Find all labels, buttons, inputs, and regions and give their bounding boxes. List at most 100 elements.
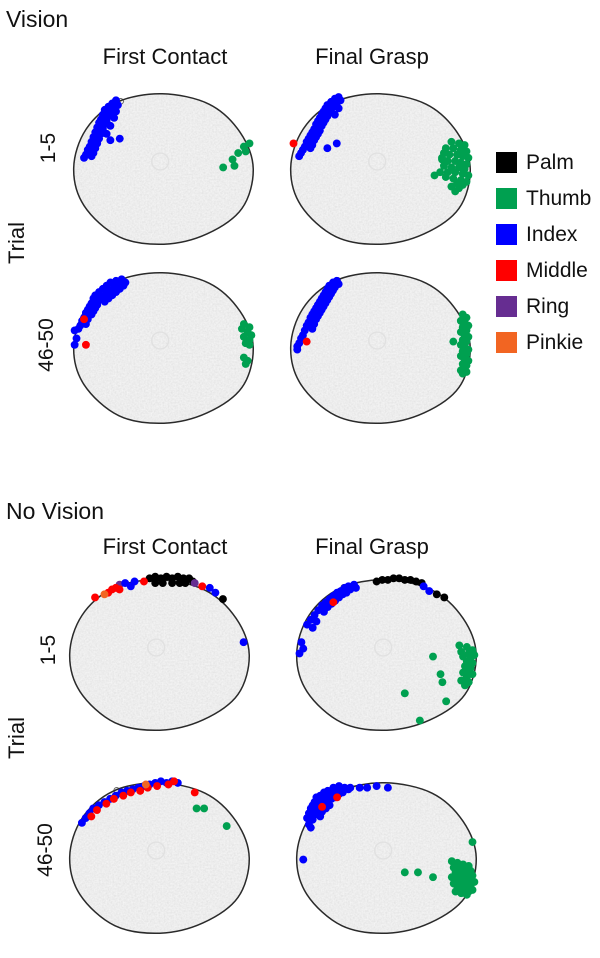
ring-color-swatch bbox=[496, 296, 517, 317]
contact-dots bbox=[293, 276, 473, 378]
contact-dot-thumb bbox=[245, 340, 254, 349]
contact-dot-pinkie bbox=[100, 590, 109, 599]
contact-dot-thumb bbox=[241, 360, 250, 368]
contact-dot-ring bbox=[190, 579, 199, 588]
contact-dot-palm bbox=[151, 579, 160, 588]
legend-label-index: Index bbox=[526, 223, 578, 246]
contact-dot-index bbox=[102, 129, 111, 138]
contact-dot-thumb bbox=[222, 822, 231, 830]
contact-dot-thumb bbox=[415, 716, 424, 725]
contact-dot-index bbox=[299, 855, 308, 864]
contact-dot-thumb bbox=[468, 886, 477, 894]
legend-label-thumb: Thumb bbox=[526, 187, 592, 210]
legend-item-pinkie: Pinkie bbox=[496, 332, 591, 353]
contact-dot-thumb bbox=[451, 187, 460, 196]
pinkie-color-swatch bbox=[496, 332, 517, 353]
contact-dot-index bbox=[115, 134, 124, 143]
disc-image bbox=[72, 93, 254, 246]
panel-vision-46-50-first-contact bbox=[69, 263, 257, 433]
legend: Palm Thumb Index Middle Ring Pinkie bbox=[496, 152, 591, 353]
contact-dot-index bbox=[293, 345, 302, 354]
contact-dot-index bbox=[72, 334, 81, 343]
contact-dots bbox=[299, 782, 479, 899]
contact-dot-thumb bbox=[462, 368, 471, 376]
contact-dot-index bbox=[372, 782, 381, 791]
legend-item-index: Index bbox=[496, 224, 591, 245]
contact-dot-index bbox=[110, 113, 119, 122]
contact-dot-index bbox=[70, 326, 79, 335]
contact-dot-thumb bbox=[400, 689, 409, 698]
contact-dot-index bbox=[306, 823, 315, 832]
contact-dot-index bbox=[320, 607, 328, 616]
contact-dot-thumb bbox=[451, 887, 460, 896]
disc-image bbox=[289, 272, 473, 425]
contact-dot-index bbox=[308, 623, 317, 632]
contact-dot-thumb bbox=[429, 873, 437, 882]
contact-dot-middle bbox=[289, 139, 298, 148]
contact-dot-thumb bbox=[429, 652, 437, 661]
contact-dot-index bbox=[205, 583, 214, 592]
contact-dot-thumb bbox=[438, 678, 447, 687]
contact-dot-middle bbox=[102, 799, 111, 808]
contact-dot-index bbox=[425, 587, 434, 596]
contact-dot-middle bbox=[318, 802, 327, 811]
legend-item-middle: Middle bbox=[496, 260, 591, 281]
panel-no-vision-1-5-final-grasp bbox=[292, 570, 480, 740]
contact-dot-thumb bbox=[449, 144, 458, 153]
contact-dot-middle bbox=[109, 794, 118, 803]
contact-dot-middle bbox=[333, 793, 342, 802]
row-label-no-vision-trials-1-5: 1-5 bbox=[37, 634, 60, 666]
contact-dot-palm bbox=[181, 579, 190, 588]
axis-label-vision-trial: Trial bbox=[4, 222, 29, 264]
contact-dot-thumb bbox=[461, 681, 469, 690]
contact-dots bbox=[77, 777, 231, 830]
index-color-swatch bbox=[496, 224, 517, 245]
contact-dot-thumb bbox=[442, 697, 451, 706]
contact-dot-middle bbox=[302, 337, 311, 346]
legend-label-pinkie: Pinkie bbox=[526, 331, 584, 354]
contact-dot-thumb bbox=[192, 804, 201, 813]
contact-dot-palm bbox=[440, 593, 449, 602]
contact-dot-thumb bbox=[438, 153, 446, 162]
contact-dot-index bbox=[295, 152, 304, 161]
row-label-vision-trials-46-50: 46-50 bbox=[35, 318, 58, 372]
legend-item-thumb: Thumb bbox=[496, 188, 591, 209]
disc-image bbox=[68, 777, 250, 935]
contact-dot-index bbox=[87, 152, 96, 161]
contact-dot-thumb bbox=[445, 150, 454, 159]
contact-dot-middle bbox=[91, 593, 100, 602]
panel-no-vision-1-5-first-contact bbox=[65, 570, 253, 740]
contact-dot-thumb bbox=[234, 149, 243, 157]
contact-dot-middle bbox=[87, 812, 96, 821]
panel-no-vision-46-50-first-contact bbox=[65, 773, 253, 943]
column-header-no-vision-first-contact: First Contact bbox=[102, 534, 228, 559]
contact-dot-index bbox=[130, 577, 139, 586]
contact-dot-index bbox=[106, 136, 115, 145]
contact-dot-pinkie bbox=[141, 780, 150, 789]
column-header-no-vision-final-grasp: Final Grasp bbox=[315, 534, 429, 559]
legend-item-palm: Palm bbox=[496, 152, 591, 173]
contact-dot-thumb bbox=[451, 168, 460, 177]
disc-image bbox=[295, 782, 479, 935]
panel-no-vision-46-50-final-grasp bbox=[292, 773, 480, 943]
contact-dot-middle bbox=[329, 598, 338, 607]
contact-dot-index bbox=[316, 812, 325, 821]
contact-dot-palm bbox=[389, 574, 398, 583]
contact-dot-index bbox=[330, 110, 339, 119]
contact-dots bbox=[295, 574, 479, 725]
legend-label-middle: Middle bbox=[526, 259, 588, 282]
contact-dot-thumb bbox=[439, 161, 448, 170]
column-header-vision-final-grasp: Final Grasp bbox=[315, 44, 429, 69]
contact-dot-index bbox=[312, 617, 321, 626]
contact-dot-palm bbox=[400, 575, 409, 584]
contact-dot-index bbox=[323, 144, 332, 153]
contact-dot-thumb bbox=[200, 804, 209, 813]
contact-dot-middle bbox=[126, 788, 135, 797]
contact-dot-thumb bbox=[400, 868, 409, 877]
contact-dot-middle bbox=[140, 577, 148, 586]
contact-dot-index bbox=[77, 818, 86, 827]
contact-dot-thumb bbox=[430, 171, 439, 180]
contact-dot-thumb bbox=[436, 670, 445, 679]
section-title-no-vision: No Vision bbox=[6, 498, 105, 524]
